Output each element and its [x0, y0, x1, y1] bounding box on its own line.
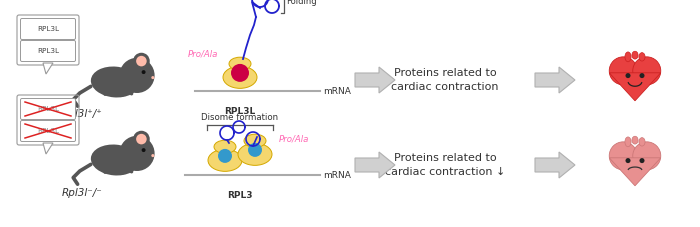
FancyBboxPatch shape — [20, 99, 76, 119]
Ellipse shape — [238, 143, 272, 165]
FancyBboxPatch shape — [20, 40, 76, 62]
Polygon shape — [43, 143, 53, 154]
Text: Folding: Folding — [286, 0, 316, 5]
Polygon shape — [609, 73, 661, 101]
Text: RPL3L: RPL3L — [37, 106, 59, 112]
Circle shape — [141, 70, 146, 74]
Ellipse shape — [244, 134, 266, 147]
Text: Rpl3l⁺/⁺: Rpl3l⁺/⁺ — [62, 109, 103, 119]
Circle shape — [633, 57, 661, 85]
Text: Disome formation: Disome formation — [202, 113, 279, 122]
Text: Pro/Ala: Pro/Ala — [188, 49, 218, 59]
Text: Rpl3l⁻/⁻: Rpl3l⁻/⁻ — [62, 188, 103, 198]
Ellipse shape — [632, 136, 638, 144]
Ellipse shape — [208, 149, 242, 171]
Text: Pro/Ala: Pro/Ala — [279, 135, 309, 143]
Circle shape — [136, 134, 147, 144]
Circle shape — [136, 56, 147, 66]
Ellipse shape — [229, 57, 251, 70]
Circle shape — [231, 64, 249, 82]
Text: Proteins related to
cardiac contraction ↓: Proteins related to cardiac contraction … — [385, 153, 505, 177]
Polygon shape — [43, 63, 53, 74]
Ellipse shape — [639, 53, 645, 61]
Text: Proteins related to
cardiac contraction: Proteins related to cardiac contraction — [391, 68, 498, 92]
Circle shape — [640, 73, 645, 78]
Polygon shape — [535, 152, 575, 178]
Ellipse shape — [625, 52, 631, 62]
Ellipse shape — [632, 51, 638, 59]
Circle shape — [133, 131, 150, 148]
Ellipse shape — [639, 138, 645, 146]
Circle shape — [141, 148, 146, 152]
Text: RPL3L: RPL3L — [37, 48, 59, 54]
Circle shape — [626, 73, 631, 78]
Circle shape — [626, 158, 631, 163]
Ellipse shape — [214, 140, 236, 153]
Circle shape — [633, 142, 661, 170]
Polygon shape — [355, 152, 395, 178]
Text: RPL3: RPL3 — [228, 191, 253, 200]
Circle shape — [133, 53, 150, 69]
Ellipse shape — [223, 66, 257, 88]
Polygon shape — [535, 67, 575, 93]
FancyBboxPatch shape — [20, 18, 76, 39]
Ellipse shape — [91, 67, 139, 97]
Text: RPL3L: RPL3L — [37, 128, 59, 134]
Circle shape — [151, 76, 155, 79]
Text: RPL3L: RPL3L — [37, 26, 59, 32]
Circle shape — [218, 149, 232, 163]
Text: mRNA: mRNA — [323, 170, 351, 180]
Circle shape — [640, 158, 645, 163]
Text: RPL3L: RPL3L — [225, 107, 256, 116]
Circle shape — [609, 57, 637, 85]
Text: mRNA: mRNA — [323, 86, 351, 96]
Circle shape — [609, 142, 637, 170]
Ellipse shape — [91, 145, 139, 175]
Circle shape — [248, 143, 262, 157]
Ellipse shape — [625, 137, 631, 147]
Circle shape — [120, 136, 155, 171]
Polygon shape — [355, 67, 395, 93]
Circle shape — [120, 58, 155, 93]
Circle shape — [151, 154, 155, 157]
FancyBboxPatch shape — [20, 121, 76, 141]
Polygon shape — [609, 158, 661, 186]
